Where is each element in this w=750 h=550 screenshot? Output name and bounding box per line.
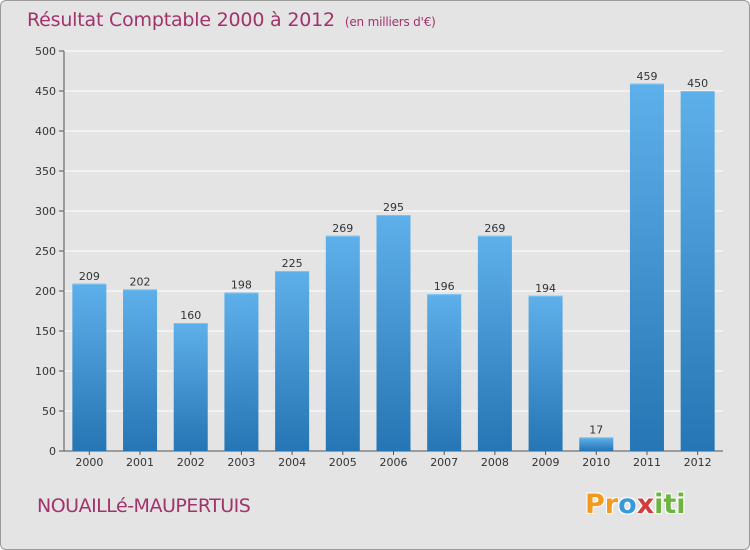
y-tick-label: 200 [35,285,56,298]
logo-letter: t [663,489,677,520]
y-tick-label: 100 [35,365,56,378]
logo-letter: r [604,489,619,520]
y-tick-label: 450 [35,85,56,98]
logo-letter: x [636,489,655,520]
value-label: 225 [282,257,303,270]
y-tick-label: 150 [35,325,56,338]
value-label: 198 [231,279,252,292]
x-tick-label: 2007 [430,456,458,469]
x-tick-label: 2004 [278,456,306,469]
x-tick-label: 2010 [582,456,610,469]
y-tick-label: 400 [35,125,56,138]
logo-letter: o [618,489,637,520]
y-tick-label: 250 [35,245,56,258]
bar-2008 [477,235,512,451]
chart-title-text: Résultat Comptable 2000 à 2012 [27,9,335,31]
x-tick-label: 2001 [126,456,154,469]
x-tick-label: 2011 [633,456,661,469]
bar-2001 [123,289,158,451]
bar-2003 [224,292,259,451]
bar-2004 [275,271,310,451]
bars [72,83,715,452]
x-tick-label: 2012 [684,456,712,469]
x-tick-label: 2008 [481,456,509,469]
bar-2007 [427,294,462,451]
bar-2009 [528,295,563,451]
x-tick-label: 2000 [75,456,103,469]
bar-2002 [173,323,208,451]
chart-unit: (en milliers d'€) [344,15,436,29]
x-tick-label: 2009 [532,456,560,469]
logo-letter: P [585,489,605,520]
value-label: 269 [332,222,353,235]
value-label: 450 [687,77,708,90]
x-tick-label: 2006 [380,456,408,469]
value-label: 459 [636,70,657,83]
logo-letter: i [676,489,686,520]
bar-2000 [72,283,107,451]
bar-2012 [680,91,715,451]
value-label: 202 [130,275,151,288]
value-label: 269 [484,222,505,235]
y-tick-label: 350 [35,165,56,178]
value-label: 160 [180,309,201,322]
value-label: 295 [383,201,404,214]
bar-2006 [376,215,411,451]
value-label: 209 [79,270,100,283]
proxiti-logo: Proxiti [585,489,686,520]
bar-2010 [579,437,614,451]
place-name: NOUAILLé-MAUPERTUIS [37,495,251,517]
value-label: 194 [535,282,556,295]
y-tick-label: 500 [35,45,56,58]
y-tick-label: 300 [35,205,56,218]
bar-2011 [629,83,664,452]
y-tick-label: 50 [42,405,56,418]
labels: 0 50 100 150 200 250 300 350 400 450 500 209 2000 202… [35,45,712,469]
bar-2005 [325,235,360,451]
x-tick-label: 2003 [227,456,255,469]
value-label: 196 [434,280,455,293]
value-label: 17 [589,423,603,436]
x-tick-label: 2002 [177,456,205,469]
logo-letter: i [654,489,664,520]
x-tick-label: 2005 [329,456,357,469]
chart-title: Résultat Comptable 2000 à 2012 (en millie… [27,9,436,31]
y-tick-label: 0 [49,445,56,458]
